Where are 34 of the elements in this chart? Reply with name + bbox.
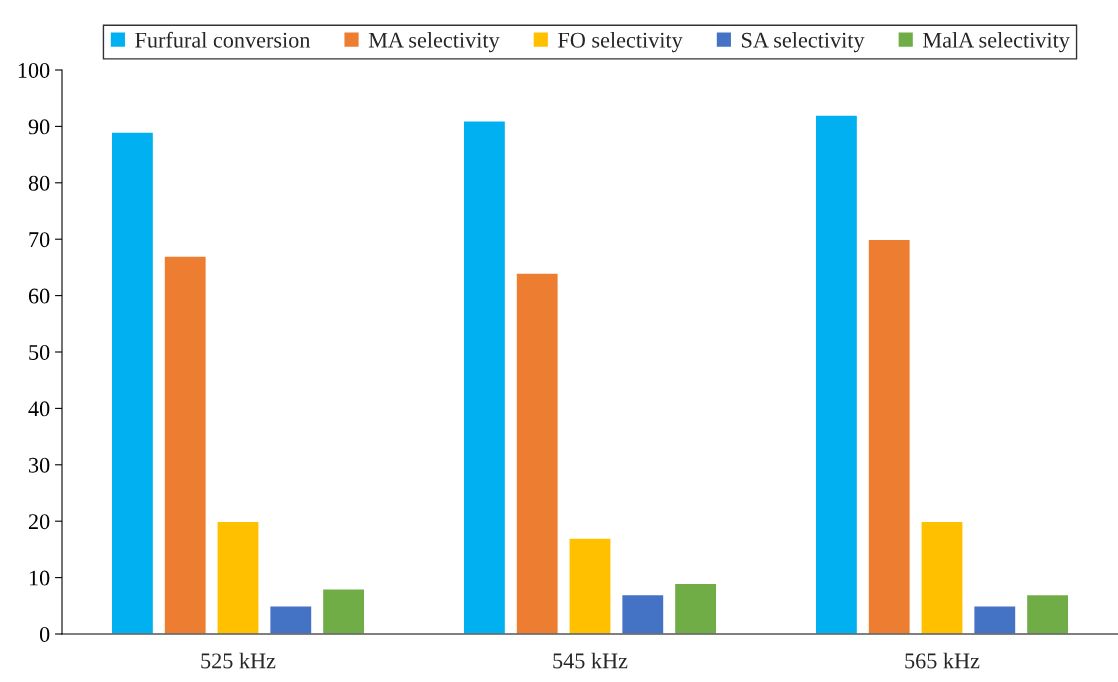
legend-label: FO selectivity xyxy=(558,32,683,53)
y-tick-label: 70 xyxy=(29,232,50,248)
y-tick-label: 20 xyxy=(28,514,50,530)
bar xyxy=(462,120,507,634)
legend-label: Furfural conversion xyxy=(135,31,311,48)
legend-label: MA selectivity xyxy=(368,32,500,53)
bar xyxy=(620,593,665,634)
legend-label: SA selectivity xyxy=(742,32,865,53)
y-tick-label: 80 xyxy=(28,175,50,191)
bar xyxy=(321,588,366,634)
bar xyxy=(1025,593,1070,634)
bar xyxy=(268,605,313,634)
x-tick-label: 525 kHz xyxy=(201,652,276,669)
y-tick-label: 10 xyxy=(29,570,50,586)
bar xyxy=(216,520,260,634)
bar xyxy=(163,255,208,634)
bar xyxy=(867,238,912,634)
legend-label: MalA selectivity xyxy=(923,32,1070,53)
y-tick-label: 50 xyxy=(29,344,50,360)
y-tick-label: 0 xyxy=(39,626,50,642)
y-tick-label: 40 xyxy=(28,401,50,417)
x-tick-label: 545 kHz xyxy=(553,652,628,669)
y-tick-label: 90 xyxy=(28,119,50,135)
bar xyxy=(814,114,859,634)
bar xyxy=(515,272,560,634)
bar xyxy=(673,582,718,634)
bar xyxy=(972,605,1017,634)
bar xyxy=(568,537,612,634)
x-tick-label: 565 kHz xyxy=(905,652,980,669)
bar xyxy=(920,520,964,634)
bar xyxy=(110,131,155,634)
y-tick-label: 30 xyxy=(29,457,50,473)
y-tick-label: 60 xyxy=(28,288,50,304)
y-tick-label: 100 xyxy=(18,62,50,78)
